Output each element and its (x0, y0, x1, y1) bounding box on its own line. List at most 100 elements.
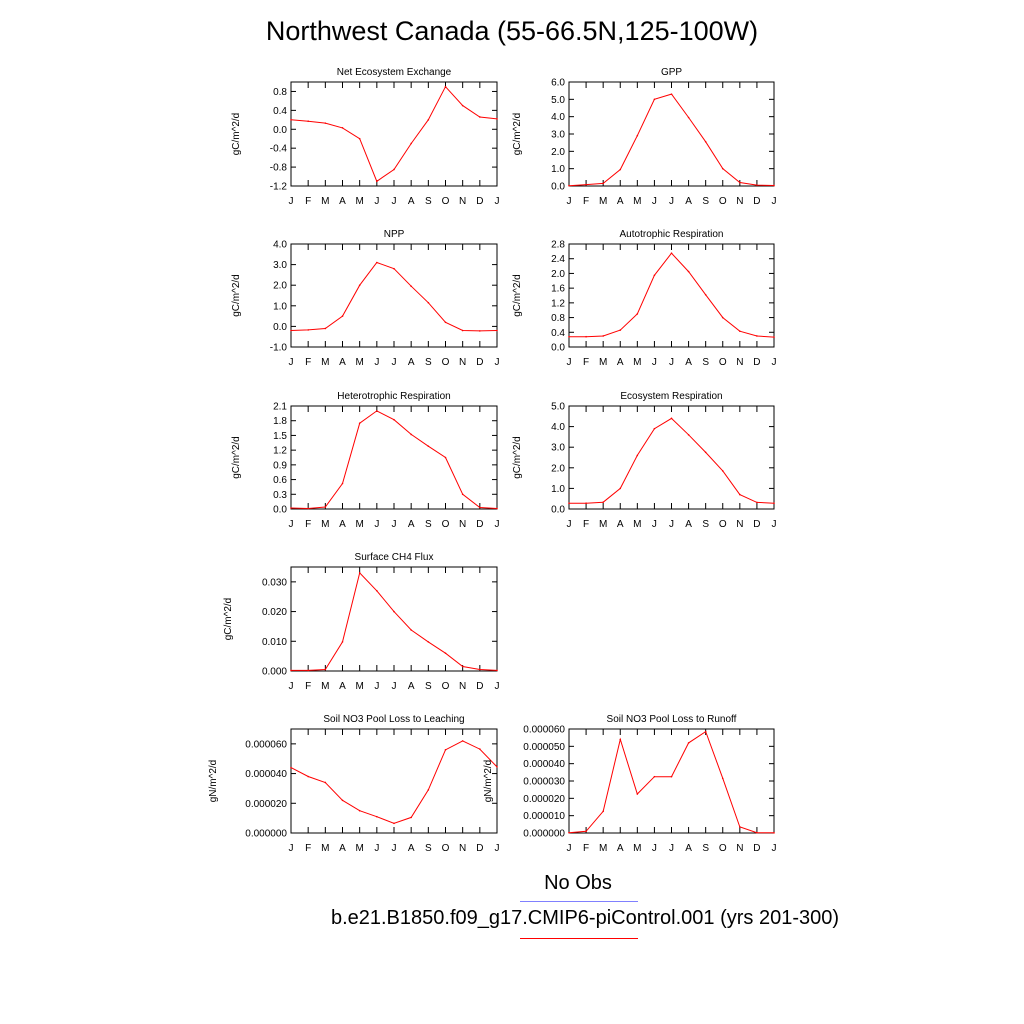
data-point (358, 809, 361, 812)
x-tick-label: J (392, 357, 397, 368)
x-tick-label: J (669, 357, 674, 368)
data-point (393, 168, 395, 171)
x-tick-label: A (339, 843, 346, 854)
x-tick-label: D (476, 519, 483, 530)
x-tick-label: D (476, 357, 483, 368)
x-tick-label: A (339, 681, 346, 692)
y-tick-label: 2.1 (273, 402, 287, 413)
data-point (687, 116, 690, 119)
data-point (341, 799, 344, 802)
x-tick-label: A (339, 196, 346, 207)
x-tick-label: S (425, 519, 432, 530)
y-tick-label: -0.4 (270, 144, 288, 155)
data-point (619, 738, 622, 741)
y-tick-label: 0.6 (273, 475, 287, 486)
x-tick-label: D (753, 519, 760, 530)
x-tick-label: O (442, 196, 450, 207)
y-tick-label: 4.0 (551, 112, 565, 123)
data-point (721, 470, 724, 472)
data-point (704, 141, 707, 143)
y-axis-label: gC/m^2/d (231, 436, 242, 479)
series-line (291, 571, 498, 671)
x-tick-label: M (321, 519, 329, 530)
y-tick-label: 0.8 (551, 313, 565, 324)
data-point (773, 336, 775, 338)
data-point (496, 669, 498, 672)
data-point (756, 184, 758, 186)
data-point (376, 815, 378, 818)
chart-title: Soil NO3 Pool Loss to Runoff (607, 714, 737, 725)
x-tick-label: M (599, 843, 607, 854)
data-point (756, 335, 758, 337)
y-tick-label: 0.000030 (523, 777, 565, 788)
x-tick-label: J (495, 519, 500, 530)
chart-panel: Surface CH4 Flux gC/m^2/d 0.000 0.010 0.020 0… (223, 552, 500, 692)
x-tick-label: J (772, 196, 777, 207)
x-tick-label: A (408, 357, 415, 368)
x-tick-label: S (702, 843, 709, 854)
data-point (461, 740, 464, 742)
data-point (585, 502, 587, 505)
data-point (619, 168, 622, 171)
x-tick-label: J (567, 843, 572, 854)
y-tick-label: 1.0 (551, 484, 565, 495)
data-point (585, 183, 587, 186)
plot-frame (290, 405, 498, 510)
series-line (569, 252, 775, 338)
y-tick-label: 0.0 (551, 505, 565, 516)
x-tick-label: M (321, 681, 329, 692)
x-tick-label: F (583, 843, 589, 854)
chart-panel: Heterotrophic Respiration gC/m^2/d 0.0 0.3 0… (231, 391, 500, 530)
legend-obs-label: No Obs (544, 872, 612, 894)
x-tick-label: D (753, 357, 760, 368)
y-axis-label: gC/m^2/d (231, 274, 242, 317)
data-point (670, 93, 673, 95)
x-tick-label: J (652, 357, 657, 368)
data-point (341, 641, 344, 643)
data-point (324, 781, 327, 784)
x-tick-label: J (652, 843, 657, 854)
data-point (670, 775, 673, 778)
data-point (376, 180, 378, 183)
chart-title: Surface CH4 Flux (355, 552, 434, 563)
data-point (670, 417, 673, 420)
x-tick-label: J (772, 843, 777, 854)
data-point (290, 119, 292, 121)
figure-title: Northwest Canada (55-66.5N,125-100W) (265, 16, 759, 46)
data-point (341, 482, 344, 485)
plot-frame (568, 243, 775, 348)
x-tick-label: N (459, 196, 466, 207)
series-line (290, 740, 498, 824)
x-tick-label: J (495, 843, 500, 854)
x-tick-label: A (408, 519, 415, 530)
x-tick-label: J (392, 519, 397, 530)
y-tick-label: 6.0 (551, 78, 565, 89)
data-point (461, 665, 464, 668)
y-tick-label: 3.0 (551, 443, 565, 454)
y-tick-label: 0.0 (273, 322, 287, 333)
plot-frame (568, 728, 775, 834)
y-tick-label: 0.8 (273, 87, 287, 98)
data-point (602, 810, 604, 813)
x-tick-label: M (633, 843, 641, 854)
data-point (619, 329, 622, 331)
x-tick-label: M (355, 681, 363, 692)
chart-title: Ecosystem Respiration (620, 391, 722, 402)
data-point (496, 118, 498, 120)
y-tick-label: 0.000040 (245, 769, 287, 780)
y-axis-label: gN/m^2/d (483, 760, 494, 803)
data-point (307, 775, 309, 778)
data-point (376, 261, 378, 264)
y-tick-label: 1.0 (551, 164, 565, 175)
x-tick-label: J (495, 196, 500, 207)
data-point (290, 766, 292, 769)
x-tick-label: J (772, 357, 777, 368)
y-tick-label: 1.5 (273, 431, 287, 442)
plot-frame (568, 405, 775, 510)
data-point (358, 137, 361, 140)
y-axis-label: gC/m^2/d (223, 598, 234, 641)
chart-title: NPP (384, 229, 405, 240)
x-tick-label: J (374, 196, 379, 207)
x-tick-label: A (617, 843, 624, 854)
